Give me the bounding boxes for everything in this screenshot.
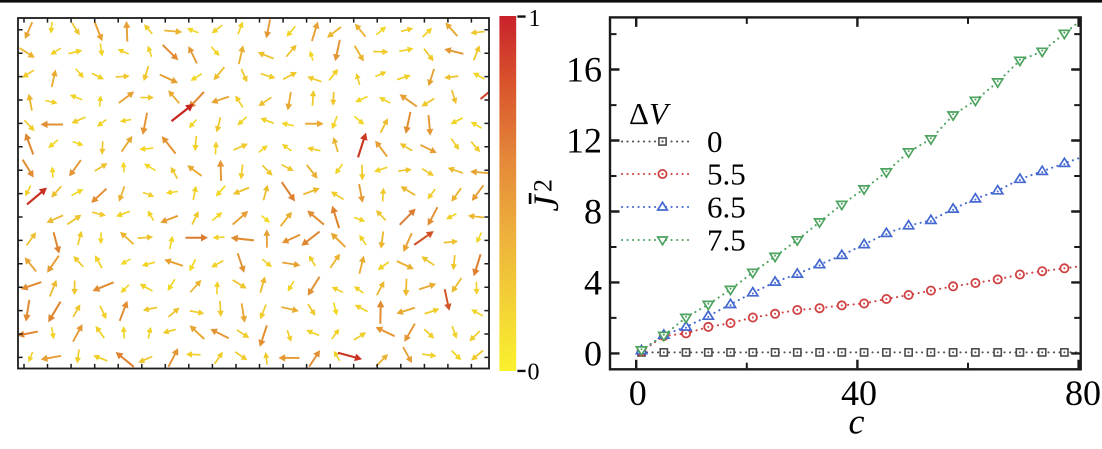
svg-text:8: 8 — [584, 192, 602, 232]
svg-text:ΔV: ΔV — [629, 96, 671, 131]
svg-text:12: 12 — [566, 121, 602, 161]
svg-text:5.5: 5.5 — [707, 156, 746, 191]
svg-text:4: 4 — [584, 262, 602, 302]
svg-text:0: 0 — [629, 373, 647, 413]
svg-text:1: 1 — [529, 6, 541, 32]
svg-text:J: J — [526, 194, 566, 212]
svg-text:7.5: 7.5 — [707, 222, 746, 257]
svg-text:0: 0 — [584, 333, 602, 373]
svg-text:2: 2 — [529, 179, 558, 192]
svg-text:0: 0 — [707, 124, 723, 159]
svg-text:80: 80 — [1065, 373, 1101, 413]
svg-text:0: 0 — [528, 360, 540, 386]
svg-text:c: c — [849, 402, 865, 442]
svg-text:6.5: 6.5 — [707, 189, 746, 224]
svg-text:40: 40 — [841, 373, 877, 413]
svg-text:16: 16 — [566, 50, 602, 90]
